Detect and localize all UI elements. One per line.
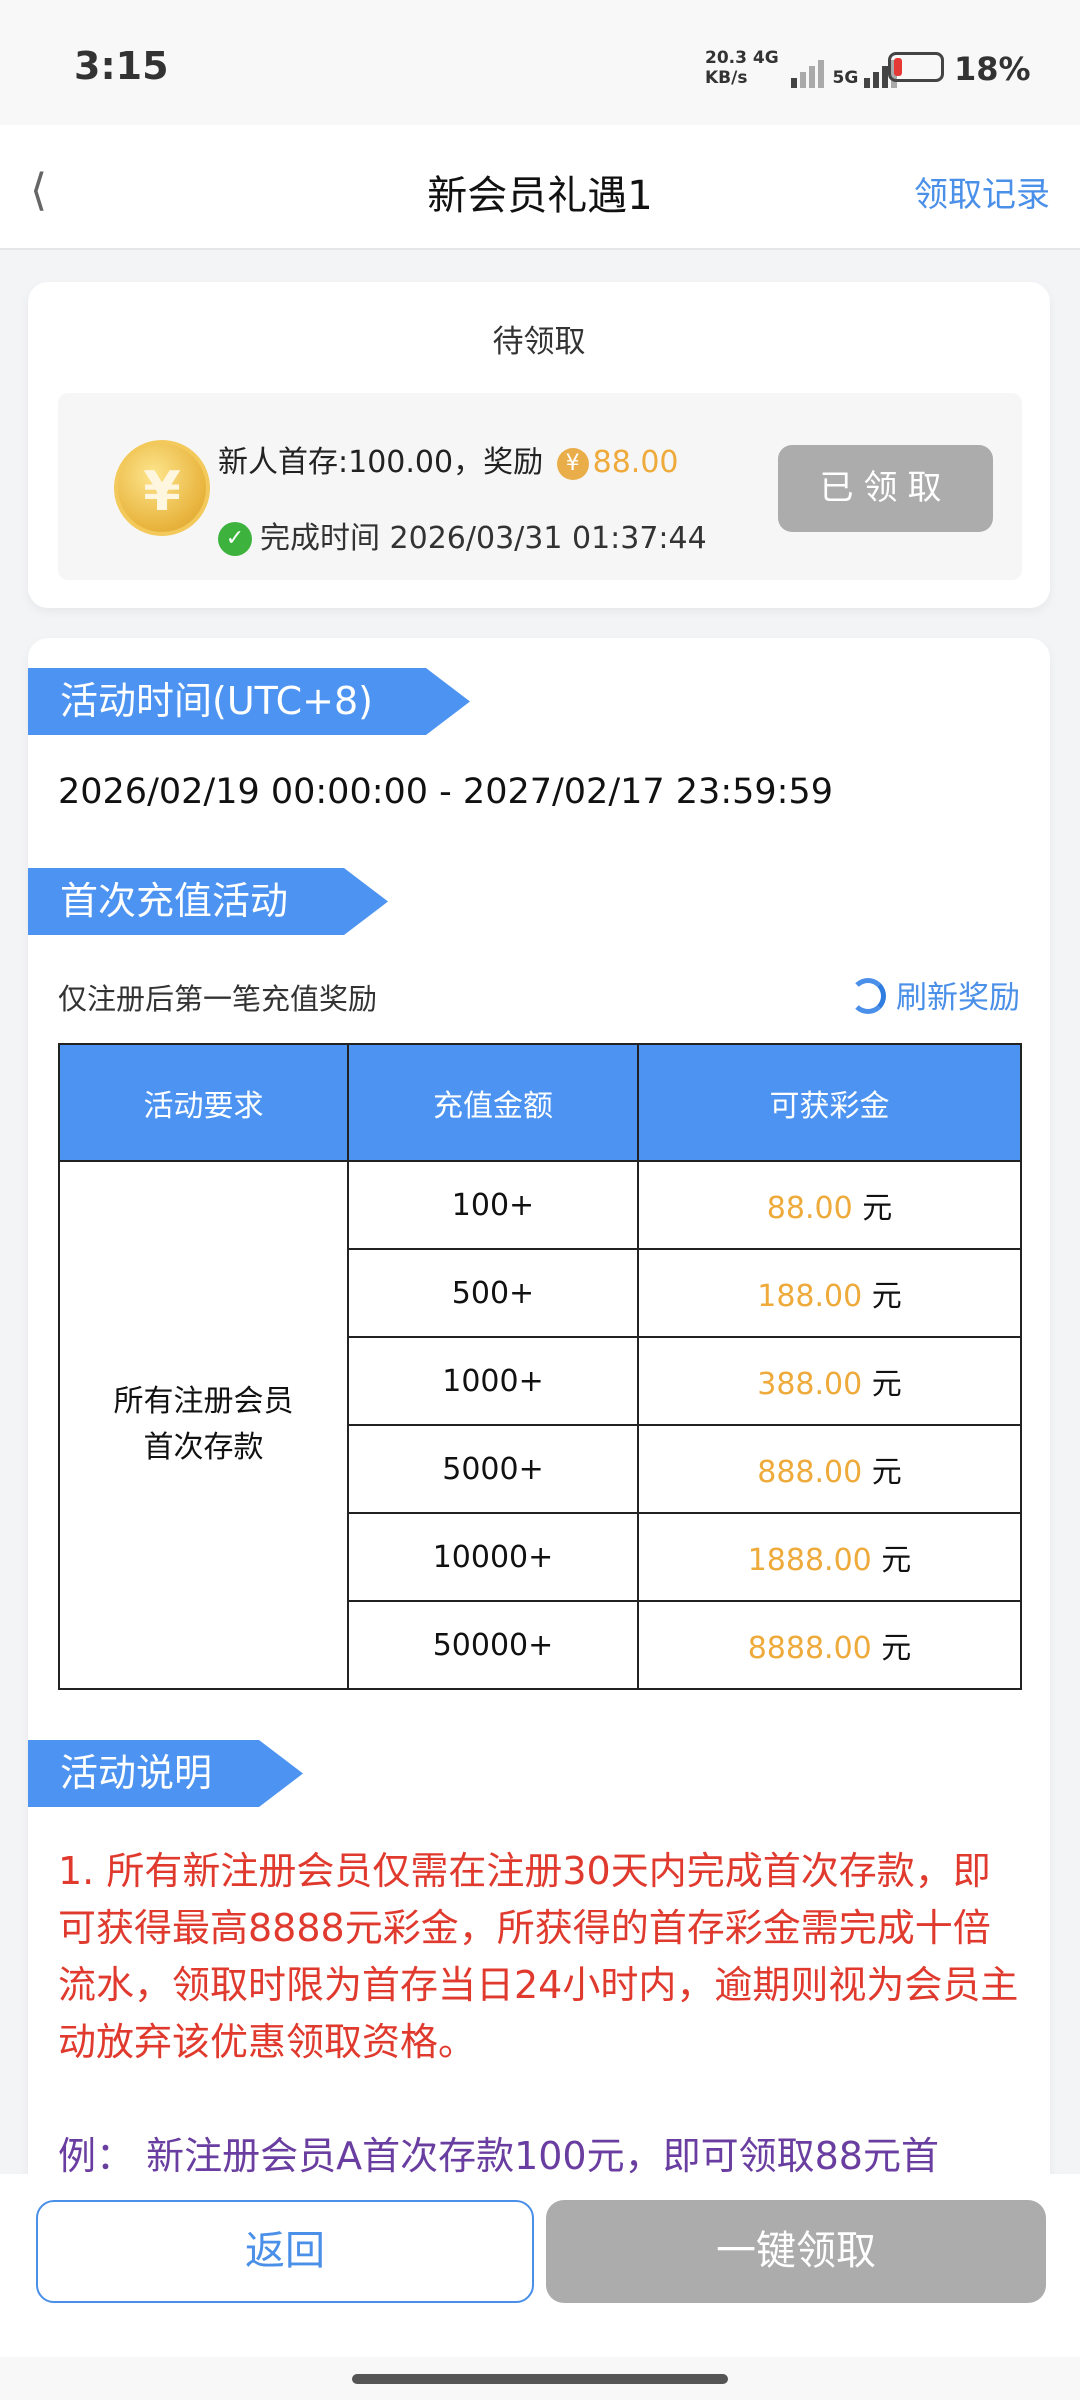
system-nav-bar: [0, 2357, 1080, 2400]
bonus-cell: 8888.00 元: [637, 1600, 1022, 1690]
amount-cell: 500+: [347, 1248, 639, 1338]
bonus-unit: 元: [871, 1279, 902, 1314]
check-icon: ✓: [218, 522, 252, 556]
bonus-value: 88.00: [766, 1191, 853, 1226]
table-row: 10000+ 1888.00 元: [59, 1512, 1022, 1602]
bonus-cell: 88.00 元: [637, 1160, 1022, 1250]
header-requirement: 活动要求: [58, 1043, 349, 1162]
reward-item: ¥ 新人首存:100.00，奖励 ¥88.00 ✓ 完成时间 2026/03/31…: [58, 393, 1022, 580]
network-indicator: 20.3 4G KB/s 5G: [705, 48, 900, 88]
table-row: 50000+ 8888.00 元: [59, 1600, 1022, 1690]
bonus-cell: 388.00 元: [637, 1336, 1022, 1426]
description-banner: 活动说明: [28, 1740, 303, 1807]
amount-cell: 50000+: [347, 1600, 639, 1690]
header-amount: 充值金额: [347, 1043, 639, 1162]
requirement-line-2: 首次存款: [143, 1430, 264, 1465]
net-5g: 5G: [832, 68, 859, 88]
clock: 3:15: [74, 44, 169, 88]
status-bar: 3:15 20.3 4G KB/s 5G 18%: [0, 0, 1080, 125]
amount-cell: 5000+: [347, 1424, 639, 1514]
page-title: 新会员礼遇1: [427, 173, 653, 219]
signal-icon: [790, 60, 827, 88]
back-chevron-icon[interactable]: ⟨: [30, 165, 48, 216]
net-4g: 4G: [752, 48, 779, 68]
requirement-cell: 所有注册会员 首次存款: [58, 1160, 349, 1690]
header-bonus: 可获彩金: [637, 1043, 1022, 1162]
nav-header: ⟨ 新会员礼遇1 领取记录: [0, 125, 1080, 250]
bonus-cell: 888.00 元: [637, 1424, 1022, 1514]
net-speed: 20.3: [705, 48, 747, 68]
yen-icon: ¥: [556, 448, 589, 480]
description-text: 1. 所有新注册会员仅需在注册30天内完成首次存款，即可获得最高8888元彩金，…: [58, 1849, 1019, 2064]
return-button[interactable]: 返回: [36, 2200, 534, 2303]
bonus-table: 活动要求 充值金额 可获彩金 所有注册会员 首次存款 100+ 88.00 元 500+…: [58, 1043, 1022, 1690]
first-deposit-note: 仅注册后第一笔充值奖励: [58, 982, 378, 1016]
example-text: 例： 新注册会员A首次存款100元，即可领取88元首: [58, 2134, 939, 2178]
activity-date-range: 2026/02/19 00:00:00 - 2027/02/17 23:59:5…: [58, 772, 833, 812]
home-indicator[interactable]: [352, 2374, 728, 2384]
battery-percent: 18%: [954, 50, 1031, 88]
bonus-value: 388.00: [757, 1367, 863, 1402]
bonus-cell: 1888.00 元: [637, 1512, 1022, 1602]
reward-description: 新人首存:100.00，奖励 ¥88.00: [218, 437, 679, 481]
claim-all-button[interactable]: 一键领取: [546, 2200, 1046, 2303]
pending-title: 待领取: [492, 324, 586, 360]
table-row: 所有注册会员 首次存款 100+ 88.00 元: [58, 1160, 1022, 1690]
bonus-value: 1888.00: [747, 1543, 872, 1578]
table-row: 500+ 188.00 元: [59, 1248, 1022, 1338]
amount-cell: 1000+: [347, 1336, 639, 1426]
deposit-text: 新人首存:100.00，奖励: [218, 445, 544, 480]
claimed-button[interactable]: 已领取: [778, 445, 993, 532]
refresh-reward-button[interactable]: 刷新奖励: [850, 972, 1020, 1017]
table-row: 5000+ 888.00 元: [59, 1424, 1022, 1514]
activity-card: 活动时间(UTC+8) 2026/02/19 00:00:00 - 2027/0…: [28, 638, 1050, 2238]
bonus-cell: 188.00 元: [637, 1248, 1022, 1338]
completion-time: ✓ 完成时间 2026/03/31 01:37:44: [218, 513, 707, 557]
yuan-coin-icon: ¥: [114, 440, 210, 536]
bottom-action-bar: 返回 一键领取: [0, 2174, 1080, 2357]
bonus-unit: 元: [871, 1367, 902, 1402]
bonus-unit: 元: [862, 1191, 893, 1226]
completion-time-text: 完成时间 2026/03/31 01:37:44: [260, 521, 707, 556]
net-unit: KB/s: [705, 68, 748, 88]
bonus-unit: 元: [881, 1543, 912, 1578]
amount-cell: 100+: [347, 1160, 639, 1250]
bonus-unit: 元: [871, 1455, 902, 1490]
bonus-unit: 元: [881, 1631, 912, 1666]
table-row: 1000+ 388.00 元: [59, 1336, 1022, 1426]
bonus-value: 8888.00: [747, 1631, 872, 1666]
bonus-value: 888.00: [757, 1455, 863, 1490]
refresh-icon: [850, 978, 886, 1014]
requirement-line-1: 所有注册会员: [113, 1384, 294, 1419]
battery-icon: [888, 52, 944, 82]
first-deposit-banner: 首次充值活动: [28, 868, 388, 935]
amount-cell: 10000+: [347, 1512, 639, 1602]
bonus-value: 188.00: [757, 1279, 863, 1314]
claim-records-link[interactable]: 领取记录: [914, 175, 1050, 215]
pending-card: 待领取 ¥ 新人首存:100.00，奖励 ¥88.00 ✓ 完成时间 2026/0…: [28, 282, 1050, 608]
reward-amount: 88.00: [592, 445, 679, 480]
activity-time-banner: 活动时间(UTC+8): [28, 668, 470, 735]
refresh-label: 刷新奖励: [896, 980, 1020, 1016]
